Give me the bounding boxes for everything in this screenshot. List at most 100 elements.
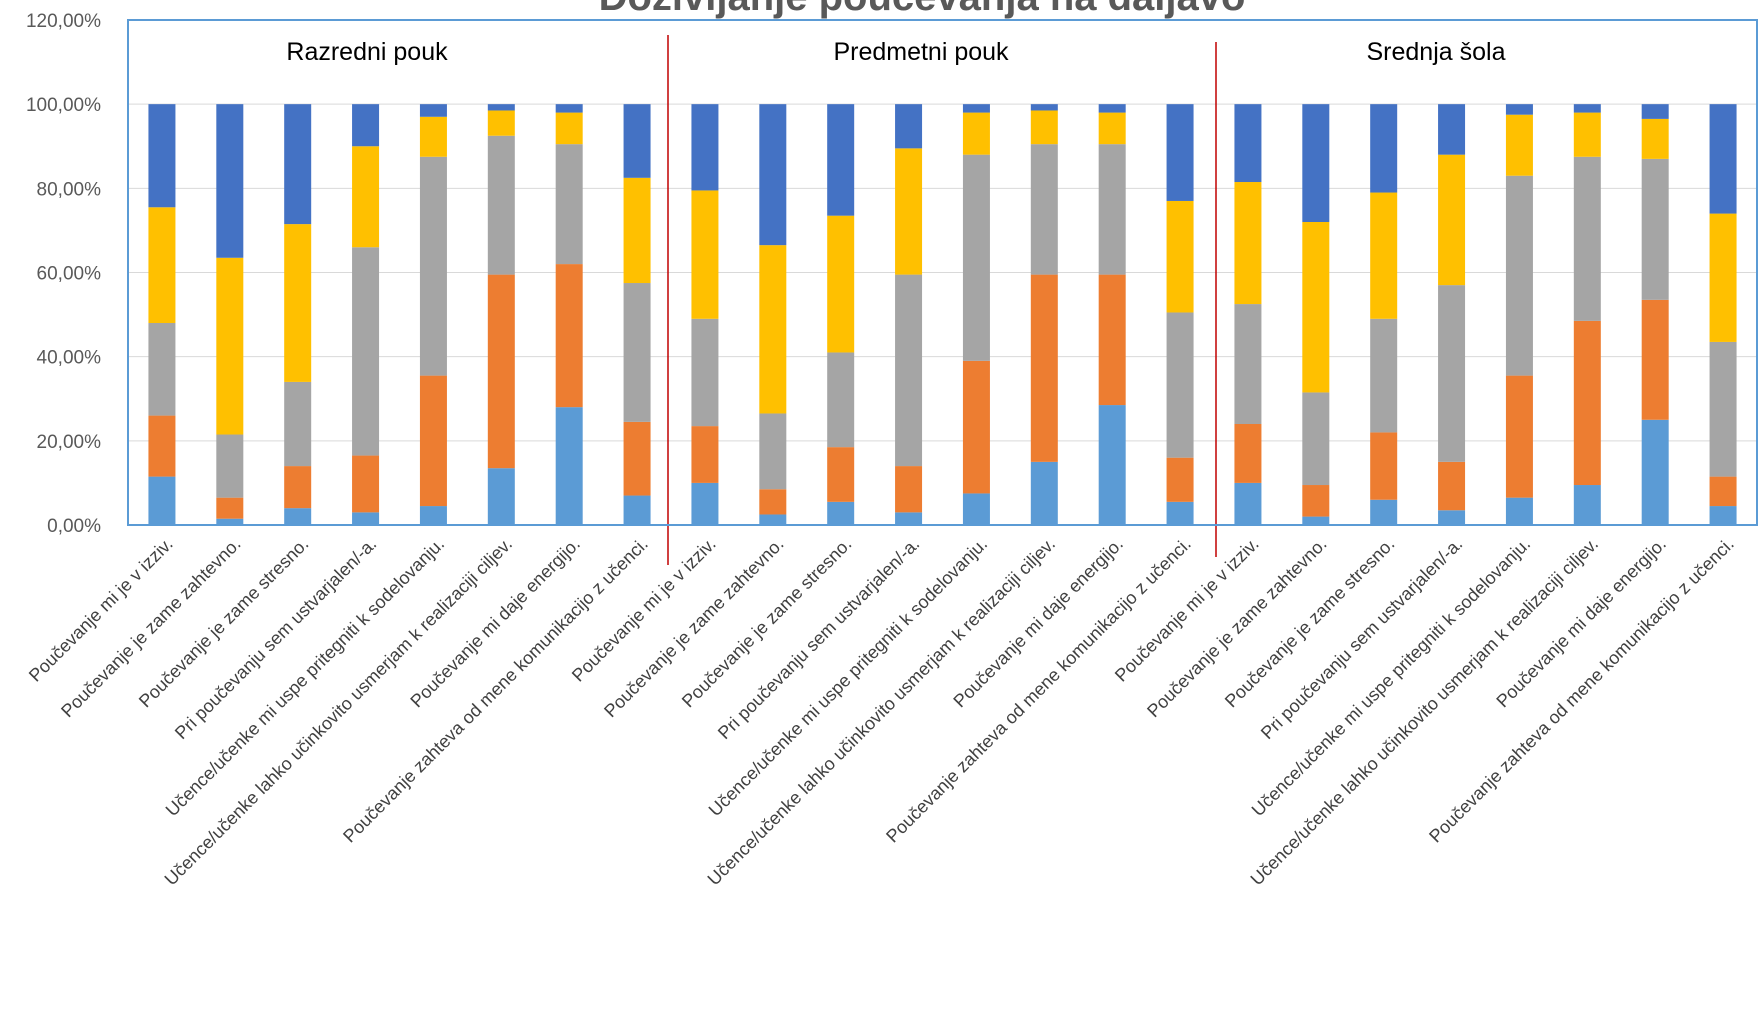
bar-segment-2 [691, 318, 719, 427]
bar-segment-2 [1166, 312, 1194, 458]
group-labels: Razredni pouk Predmetni pouk Srednja šola [286, 38, 1505, 66]
y-tick-label: 0,00% [47, 516, 101, 537]
bar-segment-2 [419, 156, 447, 376]
bar-segment-4 [1234, 104, 1262, 183]
bar-segment-4 [148, 104, 176, 208]
bar-segment-3 [352, 146, 380, 248]
bar-segment-4 [962, 104, 990, 113]
bar-segment-2 [1098, 144, 1126, 275]
bar-segment-4 [759, 104, 787, 246]
bar-segment-1 [1098, 274, 1126, 406]
y-tick-label: 20,00% [37, 432, 102, 453]
bar-segment-4 [1505, 104, 1533, 115]
bar-segment-3 [148, 207, 176, 323]
bar-segment-1 [1370, 432, 1398, 500]
bar-segment-1 [1641, 299, 1669, 420]
bar-segment-3 [1030, 110, 1058, 145]
bar-segment-0 [1098, 405, 1126, 525]
bar-segment-3 [1166, 200, 1194, 313]
bar-segment-0 [1234, 482, 1262, 525]
bar-segment-0 [419, 506, 447, 525]
bar-segment-3 [759, 245, 787, 414]
bar-segment-0 [284, 508, 312, 525]
bar-segment-4 [216, 104, 244, 258]
bar-segment-1 [1166, 457, 1194, 502]
bar-segment-4 [691, 104, 719, 191]
bar-segment-2 [1234, 304, 1262, 424]
bar-segment-4 [1641, 104, 1669, 119]
bar-segment-4 [623, 104, 651, 178]
bar-segment-0 [487, 468, 515, 525]
bar-segment-3 [1098, 112, 1126, 145]
bar-segment-1 [487, 274, 515, 469]
bar-segment-0 [1030, 461, 1058, 525]
bar-segment-0 [1505, 497, 1533, 525]
bar-segment-4 [487, 104, 515, 111]
bar-segment-4 [1098, 104, 1126, 113]
bar-segment-3 [691, 190, 719, 319]
bar-segment-1 [216, 497, 244, 519]
bar-segment-4 [1370, 104, 1398, 193]
bar-segment-0 [1438, 510, 1466, 525]
bar-segment-0 [216, 518, 244, 525]
bar-segment-0 [555, 407, 583, 525]
bar-segment-0 [759, 514, 787, 525]
bar-segment-3 [1573, 112, 1601, 157]
bar-segment-0 [1641, 419, 1669, 525]
bar-segment-4 [1302, 104, 1330, 222]
bar-segment-4 [352, 104, 380, 147]
bar-segment-3 [487, 110, 515, 136]
y-tick-label: 120,00% [26, 11, 101, 32]
bar-segment-1 [1438, 461, 1466, 511]
bar-segment-3 [827, 215, 855, 353]
bar-segment-2 [487, 135, 515, 275]
bar-segment-0 [691, 482, 719, 525]
chart-title: Doživljanje poučevanja na daljavo [599, 0, 1246, 19]
bar-segment-1 [1030, 274, 1058, 462]
bar-segment-3 [1438, 154, 1466, 286]
bars [148, 104, 1737, 525]
bar-segment-4 [827, 104, 855, 216]
bar-segment-2 [1030, 144, 1058, 275]
bar-segment-3 [1505, 114, 1533, 176]
bar-segment-0 [962, 493, 990, 525]
y-axis-ticks: 0,00% 20,00% 40,00% 60,00% 80,00% 100,00% 120,… [26, 11, 101, 537]
y-tick-label: 80,00% [37, 179, 102, 200]
bar-segment-3 [1234, 182, 1262, 305]
group-dividers [667, 35, 1217, 565]
bar-segment-3 [962, 112, 990, 155]
bar-segment-1 [962, 360, 990, 494]
bar-segment-3 [1709, 213, 1737, 342]
group-label: Razredni pouk [286, 38, 448, 66]
bar-segment-4 [1166, 104, 1194, 201]
bar-segment-0 [827, 501, 855, 525]
bar-segment-4 [419, 104, 447, 117]
bar-segment-4 [1573, 104, 1601, 113]
bar-segment-1 [555, 264, 583, 408]
bar-segment-2 [1438, 285, 1466, 462]
bar-segment-3 [1302, 222, 1330, 393]
bar-segment-2 [1573, 156, 1601, 321]
bar-segment-3 [895, 148, 923, 275]
gridlines [128, 103, 1757, 442]
bar-segment-3 [1370, 192, 1398, 319]
bar-segment-3 [419, 116, 447, 157]
y-tick-label: 100,00% [26, 95, 101, 116]
bar-segment-1 [1234, 424, 1262, 483]
bar-segment-0 [1302, 516, 1330, 525]
bar-segment-1 [1505, 375, 1533, 498]
bar-segment-0 [1166, 501, 1194, 525]
bar-segment-2 [148, 323, 176, 416]
bar-segment-4 [1030, 104, 1058, 111]
bar-segment-3 [1641, 118, 1669, 159]
bar-segment-3 [284, 224, 312, 382]
bar-segment-0 [1709, 506, 1737, 525]
bar-segment-2 [216, 434, 244, 498]
bar-segment-1 [895, 466, 923, 513]
bar-segment-2 [895, 274, 923, 467]
bar-segment-0 [148, 476, 176, 525]
bar-segment-2 [1302, 392, 1330, 486]
bar-segment-2 [1709, 341, 1737, 477]
bar-segment-1 [148, 415, 176, 477]
